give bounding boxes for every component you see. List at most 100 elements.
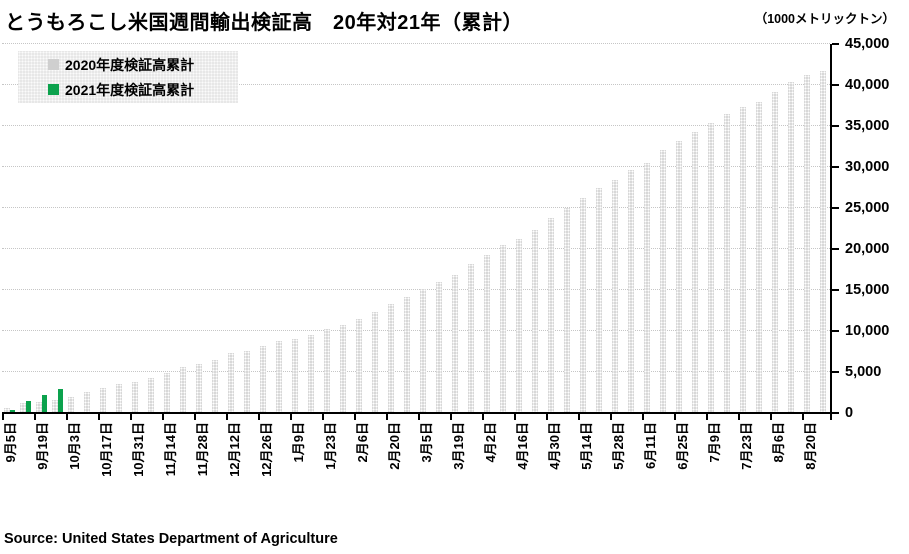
bar-2020 <box>564 207 570 412</box>
bar-2020 <box>356 318 362 412</box>
x-tick-label: 4月30日 <box>546 422 562 470</box>
bar-2020 <box>4 408 10 412</box>
x-tick-label: 1月23日 <box>322 422 338 470</box>
y-tick-label: 35,000 <box>845 118 890 134</box>
bar-2020 <box>772 91 778 412</box>
bar-2020 <box>20 402 26 412</box>
legend-swatch-2020 <box>48 59 59 70</box>
bar-2020 <box>628 169 634 412</box>
x-tick-label: 12月26日 <box>258 422 274 477</box>
x-tick <box>194 413 196 420</box>
x-tick <box>830 413 832 420</box>
x-tick-label: 8月20日 <box>802 422 818 470</box>
bar-2020 <box>692 132 698 412</box>
bar-2020 <box>244 350 250 412</box>
bar-2020 <box>228 352 234 412</box>
x-tick-label: 2月20日 <box>386 422 402 470</box>
gridline <box>2 289 830 290</box>
y-tick-label: 5,000 <box>845 364 882 380</box>
gridline <box>2 330 830 331</box>
x-tick <box>2 413 4 420</box>
x-tick <box>706 413 708 420</box>
bar-2020 <box>84 391 90 412</box>
y-tick <box>832 289 839 291</box>
y-tick <box>832 125 839 127</box>
x-tick <box>34 413 36 420</box>
x-tick-label: 9月19日 <box>34 422 50 470</box>
bar-2020 <box>788 81 794 412</box>
y-tick <box>832 43 839 45</box>
bar-2020 <box>292 338 298 412</box>
bar-2020 <box>340 325 346 412</box>
bar-2020 <box>324 329 330 412</box>
bar-2020 <box>148 377 154 412</box>
x-tick-label: 6月11日 <box>642 422 658 469</box>
x-tick <box>98 413 100 420</box>
bar-2020 <box>372 311 378 412</box>
legend-label-2020: 2020年度検証高累計 <box>65 56 195 73</box>
y-tick <box>832 330 839 332</box>
bar-2021 <box>25 401 31 412</box>
y-tick-label: 30,000 <box>845 159 890 175</box>
gridline <box>2 371 830 372</box>
x-tick <box>354 413 356 420</box>
legend-item-2020: 2020年度検証高累計 <box>48 55 238 75</box>
bar-2020 <box>660 150 666 412</box>
y-tick-label: 40,000 <box>845 77 890 93</box>
chart-title: とうもろこし米国週間輸出検証高 20年対21年（累計） <box>5 12 523 34</box>
x-tick-label: 7月9日 <box>706 422 722 463</box>
x-tick-label: 11月14日 <box>162 422 178 477</box>
y-tick-label: 15,000 <box>845 282 890 298</box>
x-tick <box>386 413 388 420</box>
bar-2020 <box>388 304 394 412</box>
y-tick-label: 10,000 <box>845 323 890 339</box>
x-tick <box>450 413 452 420</box>
bar-2020 <box>68 397 74 412</box>
bar-2020 <box>548 218 554 412</box>
bar-2020 <box>532 229 538 412</box>
x-tick <box>610 413 612 420</box>
x-tick <box>642 413 644 420</box>
bar-2020 <box>36 401 42 412</box>
x-tick-label: 4月2日 <box>482 422 498 463</box>
bar-2020 <box>180 366 186 412</box>
x-tick-label: 3月5日 <box>418 422 434 463</box>
bar-2020 <box>436 282 442 412</box>
bar-2020 <box>212 359 218 412</box>
bar-2020 <box>308 334 314 412</box>
x-axis-line <box>2 412 832 414</box>
x-tick-label: 3月19日 <box>450 422 466 470</box>
x-tick <box>578 413 580 420</box>
x-tick-label: 12月12日 <box>226 422 242 477</box>
bar-2020 <box>724 113 730 412</box>
y-tick <box>832 412 839 414</box>
x-tick <box>418 413 420 420</box>
y-tick <box>832 84 839 86</box>
x-tick-label: 7月23日 <box>738 422 754 470</box>
bar-2020 <box>644 162 650 412</box>
bar-2020 <box>756 102 762 412</box>
x-tick-label: 10月17日 <box>98 422 114 477</box>
x-tick-label: 1月9日 <box>290 422 306 463</box>
y-tick-label: 25,000 <box>845 200 890 216</box>
bar-2021 <box>57 389 63 412</box>
bar-2020 <box>516 238 522 412</box>
x-tick <box>130 413 132 420</box>
source-note: Source: United States Department of Agri… <box>4 531 338 547</box>
y-tick <box>832 166 839 168</box>
legend: 2020年度検証高累計 2021年度検証高累計 <box>18 51 238 103</box>
x-tick-label: 6月25日 <box>674 422 690 470</box>
bar-2020 <box>164 373 170 412</box>
bar-2020 <box>452 275 458 412</box>
x-tick <box>290 413 292 420</box>
legend-item-2021: 2021年度検証高累計 <box>48 80 238 100</box>
bar-2021 <box>9 409 15 412</box>
x-tick <box>514 413 516 420</box>
bar-2020 <box>612 179 618 412</box>
y-tick <box>832 248 839 250</box>
y-tick-label: 0 <box>845 405 854 421</box>
gridline <box>2 125 830 126</box>
bar-2020 <box>676 140 682 412</box>
x-tick-label: 2月6日 <box>354 422 370 463</box>
